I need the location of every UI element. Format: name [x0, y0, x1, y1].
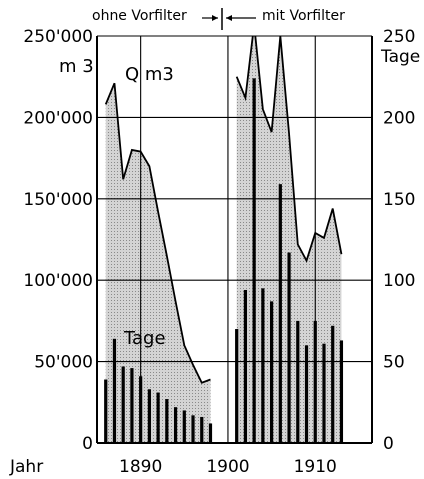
left-tick-label: 150'000	[23, 190, 93, 210]
bar-tage-1887	[112, 338, 117, 443]
right-tick-label: 200	[383, 108, 415, 128]
bar-tage-1910	[313, 320, 317, 443]
bar-tage-1890	[139, 376, 143, 443]
x-tick-label-1890: 1890	[119, 457, 162, 477]
bar-tage-1888	[121, 366, 125, 443]
left-tick-label: 200'000	[23, 108, 93, 128]
bar-tage-1903	[252, 78, 256, 443]
bar-tage-1909	[304, 345, 309, 443]
bar-tage-1894	[173, 407, 178, 443]
area-line-2	[235, 36, 343, 263]
left-tick-label: 0	[82, 434, 93, 454]
right-tick-label: 0	[383, 434, 394, 454]
bar-tage-1895	[182, 410, 186, 443]
bar-tage-1911	[322, 343, 326, 443]
left-tick-label: 100'000	[23, 271, 93, 291]
x-tick-label-1900: 1900	[206, 457, 249, 477]
bar-tage-1902	[243, 289, 248, 443]
bar-tage-1906	[278, 184, 282, 443]
bar-tage-1891	[147, 389, 151, 443]
axis-layer	[96, 36, 373, 444]
bar-tage-1907	[287, 252, 291, 443]
bar-series-label: Tage	[123, 328, 166, 349]
bar-tage-1913	[339, 340, 344, 443]
bar-tage-1896	[191, 415, 195, 443]
bar-tage-1886	[104, 379, 108, 443]
right-tick-label: 100	[383, 271, 415, 291]
area-line-1	[104, 82, 211, 384]
bar-tage-1893	[165, 399, 169, 443]
header-arrow-left-head	[212, 15, 218, 21]
left-tick-label: 250'000	[23, 27, 93, 47]
bar-layer	[104, 78, 344, 443]
bar-tage-1912	[331, 325, 335, 443]
right-tick-label: 50	[383, 353, 405, 373]
bar-tage-1898	[208, 423, 213, 443]
header-right-label: mit Vorfilter	[262, 8, 345, 24]
bar-tage-1905	[270, 301, 274, 443]
bar-tage-1908	[296, 320, 300, 443]
bar-tage-1901	[235, 329, 239, 443]
bar-tage-1904	[261, 288, 265, 443]
right-tick-label: 250	[383, 27, 415, 47]
right-tick-label: 150	[383, 190, 415, 210]
left-axis-unit: m 3	[59, 56, 94, 77]
area-segment-1	[105, 83, 211, 443]
x-axis-label: Jahr	[9, 457, 43, 477]
bar-tage-1892	[156, 392, 160, 443]
area-series-label: Q m3	[125, 64, 174, 85]
grid-layer	[97, 35, 372, 443]
header-left-label: ohne Vorfilter	[92, 8, 187, 24]
header-arrow-right-head	[226, 15, 232, 21]
right-axis-unit: Tage	[380, 47, 420, 67]
bar-tage-1889	[130, 368, 134, 443]
left-tick-label: 50'000	[34, 353, 93, 373]
bar-tage-1897	[200, 416, 204, 443]
x-tick-label-1910: 1910	[294, 457, 337, 477]
tick-layer: 0 50'000 100'000 150'000 200'000 250'000 0 50 10…	[23, 27, 415, 477]
